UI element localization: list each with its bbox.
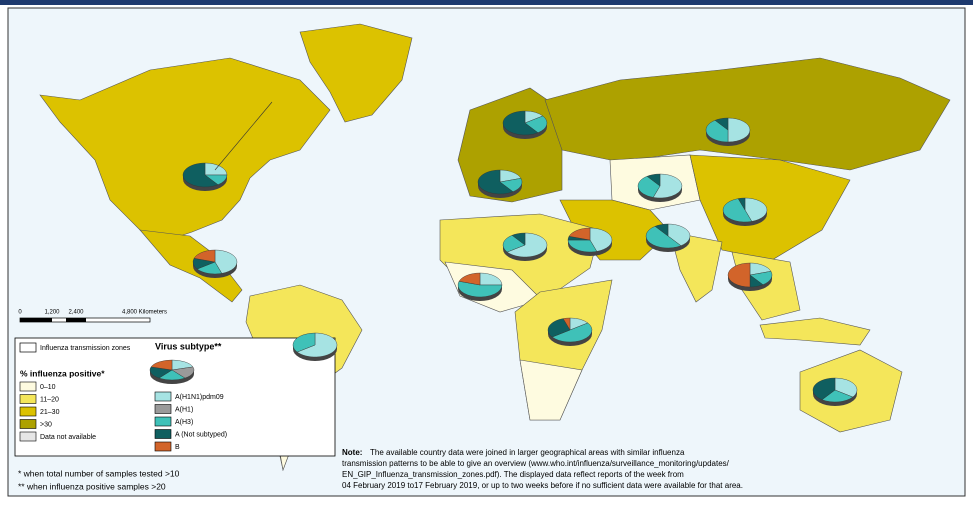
note-line: 04 February 2019 to17 February 2019, or … [342,481,743,490]
class-label: 0–10 [40,384,56,391]
pie-slice [744,197,768,222]
pie-slice [821,389,854,403]
legend: Influenza transmission zones Virus subty… [14,337,336,457]
pie-slice [568,227,591,241]
pie-slice [722,198,753,223]
subtype-label: A(H1N1)pdm09 [175,394,224,401]
subtype-swatch [154,416,172,427]
pie-slice [193,249,216,263]
indonesia [759,317,871,346]
footnote: ** when influenza positive samples >20 [18,481,166,491]
scale-label: 1,200 [44,310,60,316]
landmasses [39,23,951,472]
pie-slice [654,223,669,237]
class-swatch [19,431,37,442]
subtype-swatch [154,429,172,439]
pie-slice [457,281,503,298]
southern-africa [519,359,583,421]
class-swatch [19,419,37,429]
subtype-label: A (Not subtyped) [175,431,227,438]
pies [182,101,858,406]
footnote: * when total number of samples tested >1… [18,468,180,478]
pie-slice [645,226,682,249]
central-america [139,229,243,303]
pie-slice [524,115,548,133]
note-line: EN_GIP_Influenza_transmission_zones.pdf)… [342,470,684,479]
scale-segment [66,318,86,322]
subtype-swatch [154,441,172,452]
subtype-label: A(H3) [175,419,193,426]
pie-slice [562,317,571,331]
leader-line [214,101,273,171]
pie-slice [727,117,751,143]
class-label: 11–20 [40,396,59,403]
class-label: >30 [40,421,52,428]
pie-slice [182,162,219,188]
greenland [299,23,413,123]
pie-slice [589,227,613,252]
note: Note: The available country data were joi… [342,448,743,490]
class-swatch [19,394,37,404]
zone-swatch [19,342,37,353]
subtype-swatch [154,391,172,402]
scale-segment [20,318,52,322]
pie-slice [477,169,514,195]
subtype-title: Virus subtype** [155,341,222,351]
pie-slice [296,332,338,358]
pie-slice [458,272,481,286]
pie-slice [652,173,683,199]
north-america [39,57,331,241]
header-strip [0,0,973,5]
scale-label: 0 [18,310,22,316]
zones-title: Influenza transmission zones [40,345,131,352]
legend-pie-slice [150,359,173,371]
pie-slice [637,176,661,198]
pie-slice [834,377,858,398]
pie-slice [502,235,526,253]
scale-label: 2,400 [68,310,84,316]
class-swatch [19,381,37,392]
positive-title: % influenza positive* [20,368,105,378]
pie-slice [292,332,316,353]
note-line: The available country data were joined i… [370,448,685,457]
pie-slice [547,318,571,338]
subtype-swatch [154,404,172,414]
pie-slice [511,232,526,246]
pie-slice [502,110,539,136]
class-label: Data not available [40,434,96,441]
pie-slice [737,197,746,211]
pie-slice [506,232,548,258]
note-label: Note: [342,448,362,457]
subtype-label: B [175,444,180,451]
pie-slice [667,223,691,246]
east-asia [689,154,851,261]
note-line: transmission patterns to be able to give… [342,459,730,468]
pie-slice [705,120,729,143]
pie-slice [812,377,836,400]
scale-bar: 0 1,200 2,400 4,800 Kilometers [18,310,167,323]
scale-label: 4,800 Kilometers [122,310,167,316]
pie-slice [214,249,238,274]
pie-slice [479,272,503,286]
subtype-label: A(H1) [175,406,193,413]
india [669,231,723,303]
pie-slice [714,117,729,131]
pie-slice [567,239,598,253]
class-label: 21–30 [40,409,60,416]
legend-box [14,337,336,457]
pie-slice [646,173,661,187]
class-swatch [19,406,37,417]
bottom-strip [0,498,973,511]
pie-slice [727,262,751,288]
pie-slice [551,322,593,343]
